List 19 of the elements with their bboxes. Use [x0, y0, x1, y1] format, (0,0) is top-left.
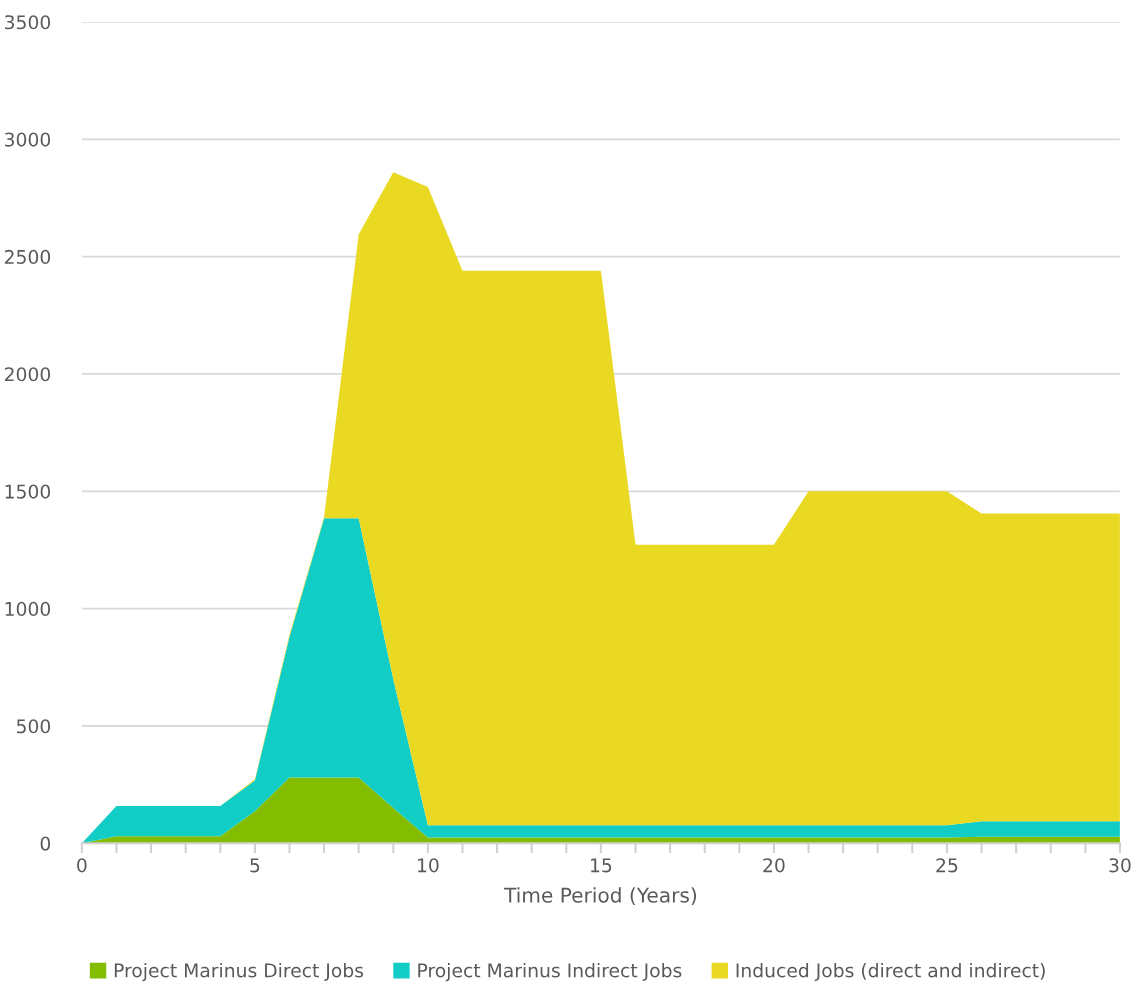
y-tick-label: 1500 [5, 484, 51, 499]
x-tick-label: 30 [1109, 858, 1131, 873]
y-tick-label: 3000 [5, 132, 51, 147]
x-tick-label: 15 [591, 858, 612, 873]
y-tick-label: 0 [40, 836, 51, 851]
legend-label: Induced Jobs (direct and indirect) [736, 962, 1045, 981]
x-tick-label: 5 [250, 858, 260, 873]
x-tick-label: 10 [418, 858, 439, 873]
x-tick-label: 20 [763, 858, 785, 873]
x-tick-label: 25 [936, 858, 958, 873]
legend-label: Project Marinus Direct Jobs [114, 962, 364, 982]
x-tick-label: 0 [77, 858, 87, 873]
y-tick-label: 2000 [4, 367, 51, 382]
y-tick-label: 1000 [5, 601, 51, 617]
y-tick-label: 2500 [4, 249, 51, 265]
x-axis-title: Time Period (Years) [503, 887, 697, 906]
y-tick-label: 3500 [5, 15, 51, 30]
y-tick-label: 500 [16, 719, 51, 734]
legend-label: Project Marinus Indirect Jobs [418, 962, 682, 982]
